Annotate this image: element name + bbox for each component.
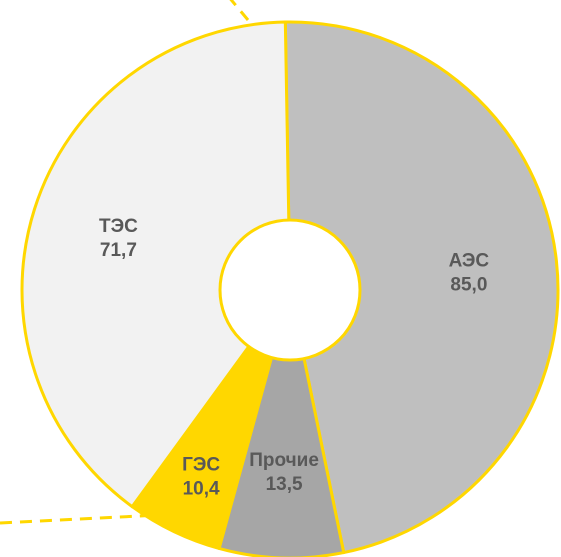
slice-value-label: 85,0 [450, 274, 487, 295]
slice-1 [283, 20, 560, 555]
callout-line-left [0, 513, 161, 525]
slice-category-label: ТЭС [99, 216, 138, 237]
slice-category-label: ГЭС [182, 455, 220, 476]
slice-label-3: ГЭС 10,4 [182, 455, 220, 500]
donut-hole [218, 218, 362, 362]
donut-slices [20, 20, 560, 557]
slice-label-1: АЭС 85,0 [449, 250, 490, 295]
callout-lines [0, 0, 250, 525]
slice-category-label: АЭС [449, 250, 490, 271]
slice-labels: АЭС 85,0 Прочие 13,5 ГЭС 10,4 ТЭС 71,7 [99, 216, 489, 500]
slice-value-label: 10,4 [183, 479, 220, 500]
slice-2 [217, 288, 346, 557]
callout-line-top [229, 0, 250, 21]
slice-value-label: 71,7 [100, 240, 137, 261]
slice-label-2: Прочие 13,5 [249, 450, 319, 495]
slice-label-4: ТЭС 71,7 [99, 216, 138, 261]
slice-value-label: 13,5 [266, 474, 303, 495]
slice-category-label: Прочие [249, 450, 319, 471]
slice-4 [20, 20, 292, 509]
